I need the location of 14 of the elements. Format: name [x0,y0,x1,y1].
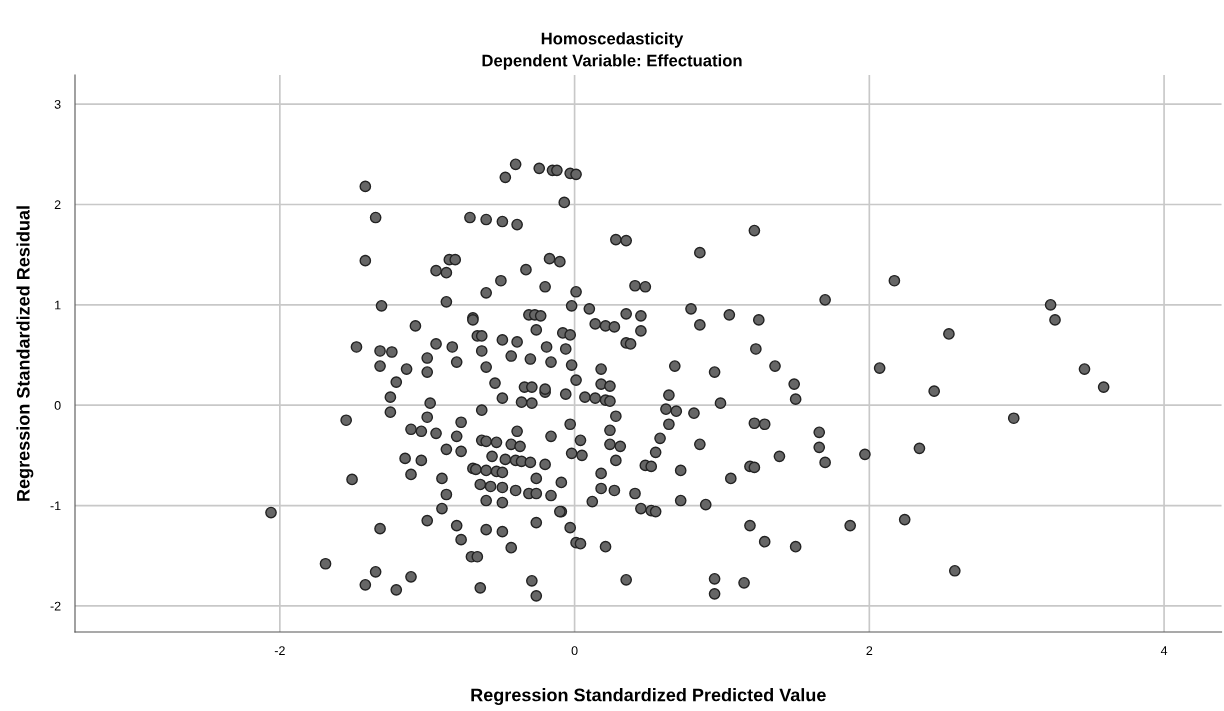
y-tick-label: -2 [50,601,61,611]
y-tick-label: 3 [54,99,61,109]
x-axis-title: Regression Standardized Predicted Value [471,688,826,706]
y-tick-label: 1 [55,300,61,310]
x-tick-label: 4 [1160,646,1168,655]
y-tick-label: -1 [50,501,61,511]
y-tick-label: 2 [54,200,61,209]
chart-subtitle: Dependent Variable: Effectuation [482,54,742,70]
chart-title: Homoscedasticity [541,32,684,48]
x-tick-label: -2 [274,646,285,655]
y-axis-title: Regression Standardized Residual [16,206,34,501]
x-tick-label: 0 [571,646,578,656]
x-tick-label: 2 [866,646,873,655]
y-tick-label: 0 [54,400,61,410]
